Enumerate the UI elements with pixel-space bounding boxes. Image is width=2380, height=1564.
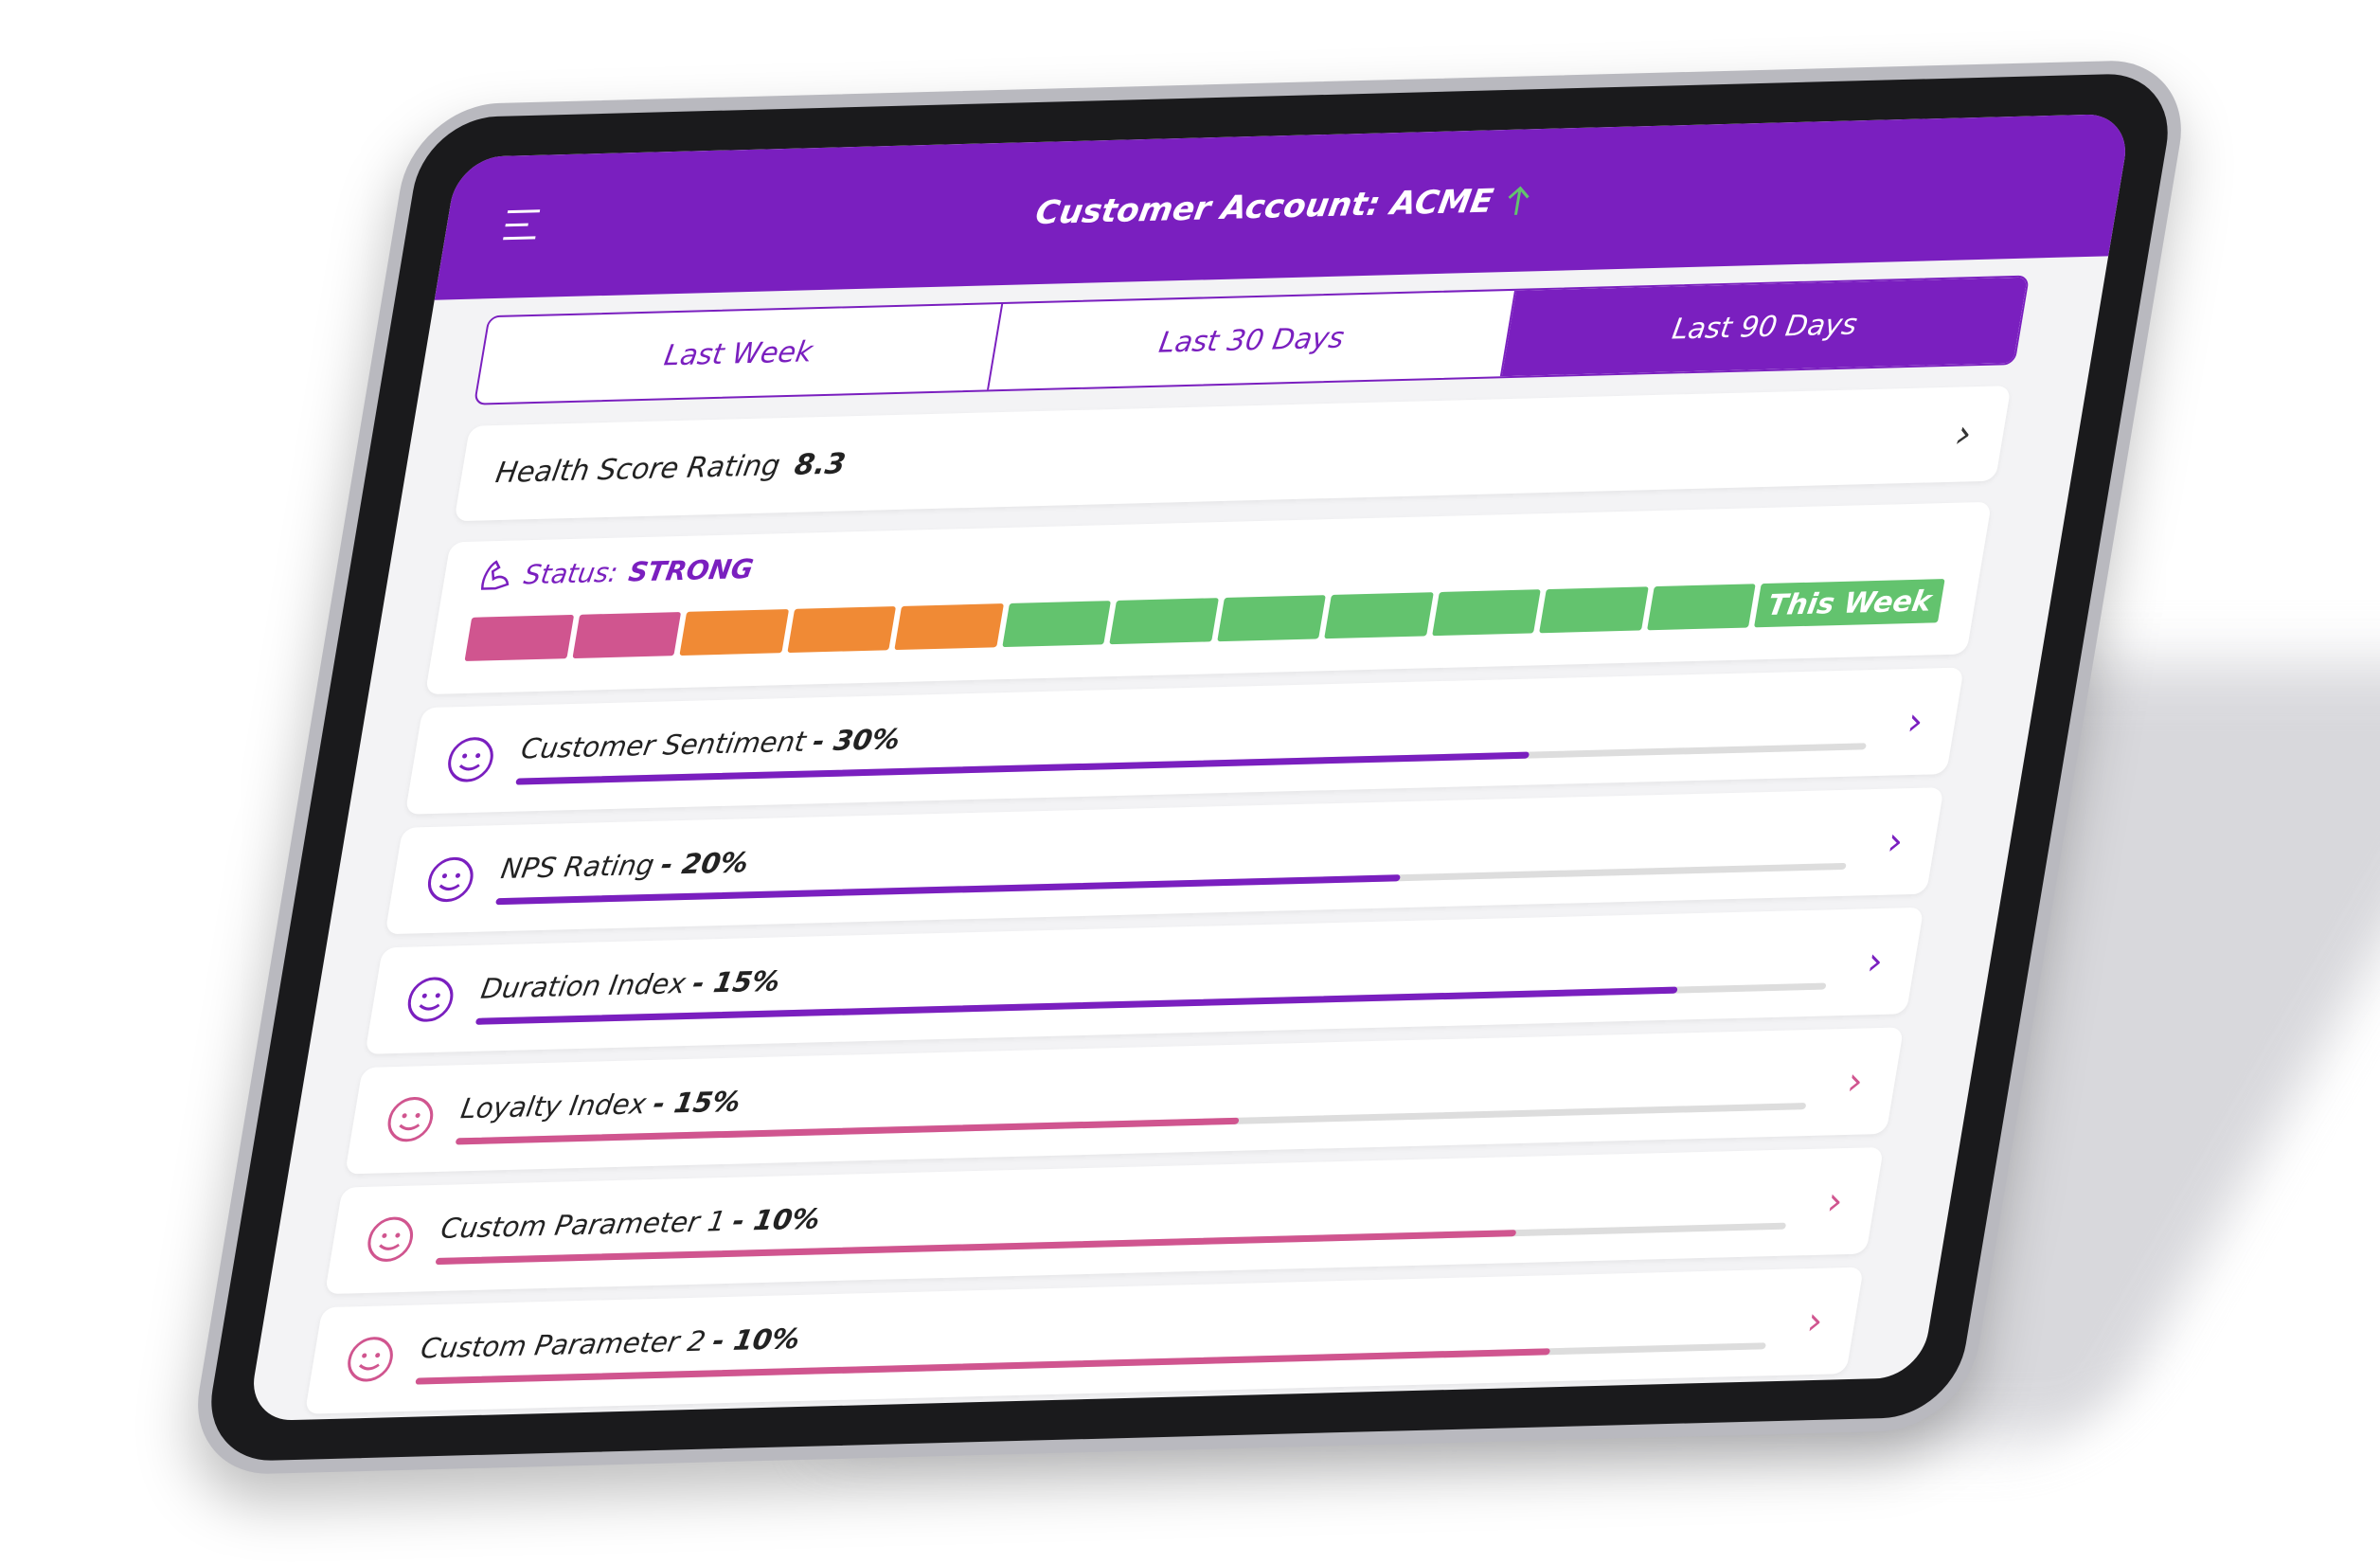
metric-weight: - 10% [709, 1321, 803, 1357]
health-card[interactable]: Health Score Rating 8.3 › [454, 386, 2012, 522]
metric-title: Customer Sentiment- 30% [519, 697, 1874, 764]
tab[interactable]: Last 30 Days [989, 290, 1516, 390]
metric-title: Duration Index- 15% [478, 937, 1834, 1004]
metric-title: NPS Rating- 20% [498, 817, 1854, 885]
screen: Customer Account: ACME Last Week Last 30 … [246, 113, 2133, 1422]
status-value: STRONG [626, 552, 756, 587]
metric-weight: - 20% [658, 845, 751, 881]
current-period: This Week [1754, 579, 1945, 628]
metric-weight: - 15% [651, 1084, 743, 1120]
metric-weight: - 10% [730, 1201, 823, 1237]
metric-title: Loyalty Index- 15% [458, 1056, 1814, 1124]
header: Customer Account: ACME [434, 113, 2133, 300]
health-value: 8.3 [792, 446, 849, 482]
status-segment [1539, 586, 1649, 634]
metric-weight: - 30% [810, 722, 903, 757]
header-title: Customer Account: ACME [1032, 182, 1496, 233]
tab[interactable]: Last 90 Days [1501, 277, 2028, 377]
status-segment [571, 611, 682, 659]
status-segment [1324, 592, 1434, 639]
trend-arrow [1508, 186, 1530, 215]
metric-name: Duration Index [478, 966, 689, 1005]
metric-icon [427, 856, 474, 903]
metric-title: Custom Parameter 1- 10% [438, 1177, 1794, 1245]
status-segment [1646, 584, 1757, 631]
metric-body: Duration Index- 15% [474, 937, 1834, 1025]
tablet: Customer Account: ACME Last Week Last 30 … [185, 58, 2194, 1477]
metric-name: Loyalty Index [458, 1087, 649, 1124]
metric-icon [448, 737, 493, 782]
tab-bar: Last Week Last 30 Days Last 90 Days [473, 275, 2031, 405]
metric-body: Custom Parameter 2- 10% [415, 1297, 1774, 1385]
metric-icon [367, 1216, 414, 1262]
status-card: Status: STRONG This Week [424, 501, 1993, 695]
metric-name: Custom Parameter 2 [418, 1324, 708, 1365]
status-segment [464, 614, 574, 662]
metric-card[interactable]: Loyalty Index- 15% › [345, 1027, 1905, 1175]
metric-body: Customer Sentiment- 30% [515, 697, 1874, 785]
metric-body: Custom Parameter 1- 10% [435, 1177, 1795, 1265]
chevron: › [1823, 1178, 1847, 1224]
chevron: › [1952, 412, 1976, 457]
status-segment [1109, 598, 1219, 645]
chevron: › [1803, 1299, 1827, 1344]
metric-name: NPS Rating [498, 848, 657, 885]
health-label: Health Score Rating [492, 448, 783, 490]
metric-body: Loyalty Index- 15% [455, 1056, 1815, 1144]
metric-title: Custom Parameter 2- 10% [419, 1297, 1774, 1364]
status-segment [1001, 601, 1112, 648]
chevron: › [1884, 819, 1907, 864]
status-segment [786, 606, 897, 654]
tab[interactable]: Last Week [475, 303, 1004, 404]
chevron: › [1904, 699, 1927, 745]
metric-icon [387, 1097, 434, 1142]
status-segment [1431, 589, 1542, 637]
metric-name: Customer Sentiment [518, 725, 809, 765]
metric-name: Custom Parameter 1 [438, 1204, 728, 1245]
chevron: › [1844, 1059, 1867, 1105]
metric-card[interactable]: Duration Index- 15% › [365, 907, 1924, 1054]
metric-card[interactable]: Custom Parameter 1- 10% › [324, 1146, 1885, 1295]
metric-card[interactable]: Customer Sentiment- 30% › [404, 667, 1964, 815]
chevron: › [1864, 939, 1887, 984]
status-segment [894, 603, 1004, 651]
status-icon [480, 560, 510, 590]
metric-card[interactable]: NPS Rating- 20% › [385, 787, 1944, 935]
metric-icon [407, 977, 454, 1022]
status-label: Status: [521, 556, 620, 590]
metric-weight: - 15% [689, 963, 783, 999]
status-segment [679, 609, 789, 656]
status-bar: This Week [464, 579, 1945, 662]
status-segment [1216, 595, 1327, 642]
metric-card[interactable]: Custom Parameter 2- 10% › [304, 1267, 1864, 1414]
status-row: Status: STRONG [476, 520, 1956, 593]
menu-button[interactable] [501, 207, 545, 243]
metric-icon [348, 1337, 393, 1382]
metric-body: NPS Rating- 20% [495, 817, 1854, 905]
metric-list: Customer Sentiment- 30% › NPS Rating- 20% ›… [248, 665, 2040, 1415]
